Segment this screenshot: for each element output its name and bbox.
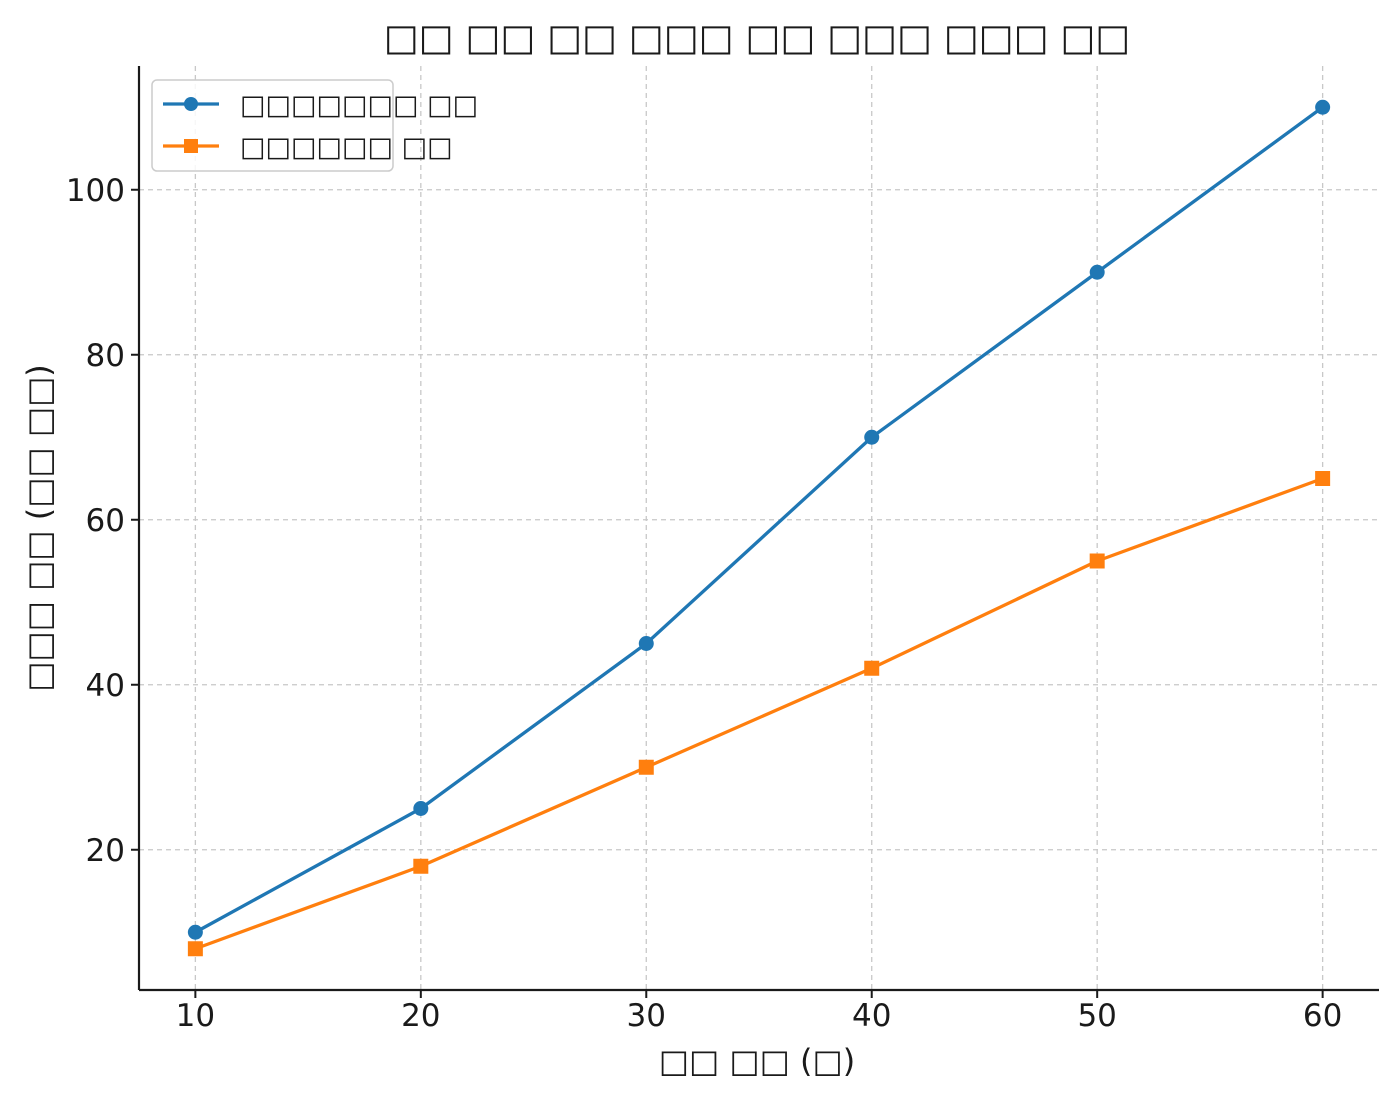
- data-point: [864, 429, 880, 445]
- data-point: [413, 801, 429, 816]
- legend: □□□□□□□ □□ □□□□□□ □□: [151, 79, 478, 172]
- legend-marker: [184, 97, 198, 111]
- y-tick-label: 100: [66, 173, 125, 209]
- x-tick-label: 50: [1077, 998, 1116, 1034]
- x-tick-label: 20: [401, 998, 440, 1034]
- series-line: [193, 105, 1325, 934]
- x-tick-label: 10: [176, 998, 215, 1034]
- x-tick-label: 60: [1303, 998, 1342, 1034]
- data-point: [1089, 264, 1105, 280]
- x-tick-label: 30: [627, 998, 666, 1034]
- legend-item: □□□□□□□ □□: [163, 90, 478, 121]
- x-axis-title: □□ □□ (□): [659, 1042, 855, 1080]
- data-point: [1315, 99, 1331, 115]
- axes-layer: [131, 66, 1379, 998]
- series-line: [193, 476, 1325, 951]
- legend-marker: [184, 139, 198, 153]
- chart-title: □□ □□ □□ □□□ □□ □□□ □□□ □□: [384, 16, 1131, 59]
- y-tick-label: 20: [86, 833, 125, 869]
- series-2: [187, 471, 1331, 957]
- data-point: [1089, 553, 1105, 569]
- data-point: [413, 858, 429, 874]
- legend-label: □□□□□□ □□: [240, 132, 453, 163]
- data-point: [187, 941, 203, 957]
- data-point: [1315, 471, 1331, 486]
- series-1: [187, 99, 1331, 940]
- data-point: [187, 924, 203, 940]
- y-tick-label: 40: [86, 668, 125, 704]
- x-tick-label: 40: [852, 998, 891, 1034]
- tick-labels-layer: 10 20 30 40 50 60 20 40 60 80 100: [66, 173, 1343, 1034]
- data-point: [864, 660, 880, 676]
- y-tick-label: 80: [86, 338, 125, 374]
- legend-label: □□□□□□□ □□: [240, 90, 478, 121]
- legend-item: □□□□□□ □□: [163, 132, 453, 163]
- y-tick-label: 60: [86, 503, 125, 539]
- y-axis-title: □□□ □□ (□□ □□): [20, 364, 58, 692]
- data-point: [638, 759, 654, 775]
- grid-layer: [139, 66, 1379, 990]
- series-layer: [187, 99, 1331, 957]
- data-point: [638, 636, 654, 651]
